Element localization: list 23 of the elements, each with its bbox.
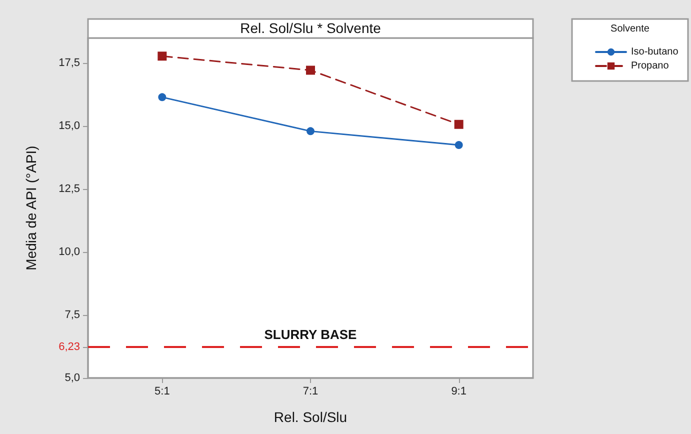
point [306,127,314,136]
point [158,93,166,102]
y-tick-label: 6,23 [58,341,80,354]
x-tick-label: 7:1 [302,386,318,398]
y-tick-label: 15,0 [58,120,80,132]
y-axis-title: Media de API (°API) [23,146,39,270]
legend-label: Iso-butano [631,46,679,58]
x-tick-label: 9:1 [451,386,466,398]
y-tick-label: 10,0 [58,246,80,258]
point [306,66,315,75]
legend-label: Propano [631,60,670,72]
chart-title: Rel. Sol/Slu * Solvente [240,20,382,36]
legend-title: Solvente [610,24,650,34]
x-axis-title: Rel. Sol/Slu [274,409,348,425]
point [454,120,464,129]
point [454,141,463,150]
y-tick-label: 5,0 [64,372,80,384]
y-tick-label: 7,5 [64,309,80,322]
ref-line-label: SLURRY BASE [264,327,358,342]
y-tick-label: 17,5 [58,57,80,70]
point [158,52,167,61]
x-tick-label: 5:1 [154,386,170,398]
y-tick-label: 12,5 [58,183,80,196]
